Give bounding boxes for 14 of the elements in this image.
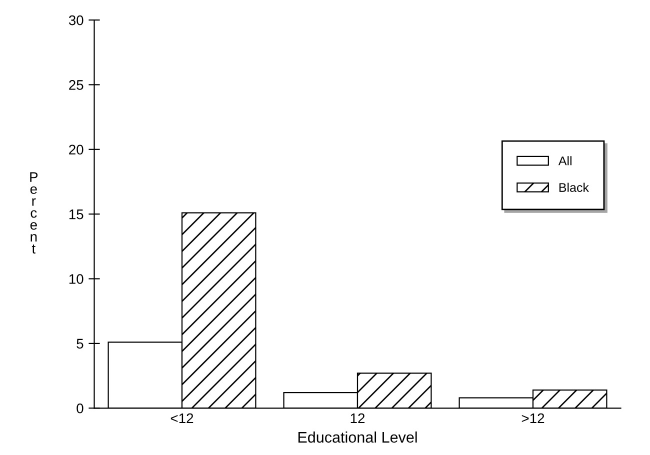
y-tick-label: 10 — [69, 274, 84, 284]
y-axis-title: Percent — [30, 172, 38, 254]
y-tick-label: 5 — [76, 338, 84, 349]
x-tick-label: 12 — [350, 413, 365, 424]
y-tick-label: 25 — [69, 80, 84, 90]
x-tick-label: <12 — [170, 413, 194, 424]
y-tick-label: 20 — [69, 144, 84, 155]
y-tick-label: 0 — [76, 403, 84, 414]
legend-label: Black — [559, 182, 589, 192]
y-tick-label: 15 — [69, 210, 84, 220]
x-axis-title: Educational Level — [298, 432, 417, 443]
x-tick-label: >12 — [522, 413, 544, 424]
y-tick-label: 30 — [68, 15, 84, 26]
legend-label: All — [558, 156, 572, 166]
